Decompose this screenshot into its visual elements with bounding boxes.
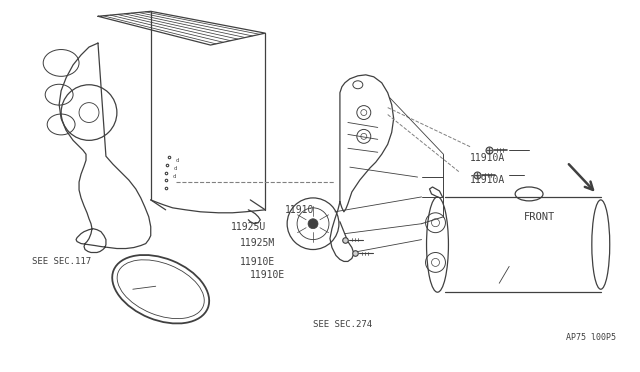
Text: FRONT: FRONT bbox=[524, 212, 555, 222]
Text: 11925M: 11925M bbox=[241, 238, 276, 248]
Text: AP75 l00P5: AP75 l00P5 bbox=[566, 333, 616, 342]
Text: 11910: 11910 bbox=[285, 205, 314, 215]
Text: SEE SEC.274: SEE SEC.274 bbox=[313, 320, 372, 329]
Text: 11925U: 11925U bbox=[231, 222, 266, 232]
Text: SEE SEC.117: SEE SEC.117 bbox=[32, 257, 91, 266]
Text: d: d bbox=[174, 166, 177, 171]
Text: 11910A: 11910A bbox=[470, 153, 505, 163]
Text: 11910A: 11910A bbox=[470, 176, 505, 186]
Text: d: d bbox=[173, 174, 176, 179]
Circle shape bbox=[308, 219, 318, 229]
Text: 11910E: 11910E bbox=[241, 257, 276, 267]
Text: 11910E: 11910E bbox=[250, 270, 285, 280]
Text: d: d bbox=[176, 158, 179, 163]
